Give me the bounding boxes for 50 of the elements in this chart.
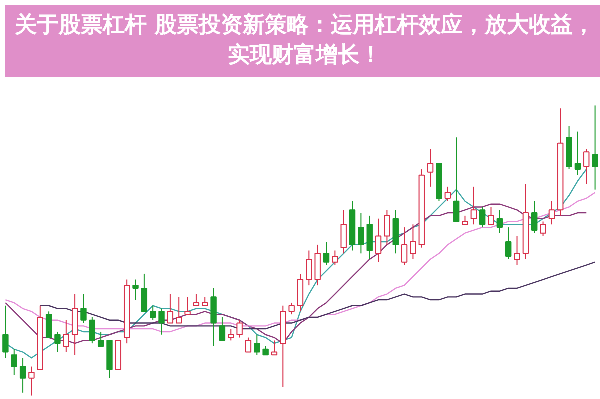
candlestick: [306, 250, 312, 286]
candlestick: [271, 340, 278, 356]
candlestick: [453, 137, 460, 222]
candlestick: [141, 273, 148, 312]
candlestick: [323, 242, 330, 266]
candlestick: [548, 200, 556, 226]
candlestick: [158, 308, 165, 336]
candlestick: [184, 296, 191, 316]
candlestick: [219, 316, 226, 342]
candlestick: [254, 334, 260, 356]
candlestick: [150, 305, 156, 321]
candlestick: [410, 224, 416, 260]
candlestick: [193, 294, 200, 306]
candlestick: [574, 131, 582, 176]
candlestick: [470, 186, 478, 226]
candlestick: [384, 210, 390, 246]
candlestick: [245, 337, 252, 353]
candlestick: [46, 311, 52, 338]
candlestick: [20, 358, 26, 394]
candlestick: [505, 227, 512, 260]
candlestick: [28, 366, 35, 396]
candlestick: [340, 210, 347, 254]
chart-title: 关于股票杠杆 股票投资新策略：运用杠杆效应，放大收益，实现财富增长！: [15, 12, 595, 70]
candlestick: [532, 200, 538, 234]
candlestick: [228, 328, 234, 342]
candlestick: [80, 294, 87, 324]
candlestick: [54, 331, 61, 353]
candlestick: [444, 186, 451, 202]
candlestick: [358, 212, 364, 254]
candlestick: [167, 294, 174, 324]
candlestick: [89, 316, 96, 344]
candlestick: [540, 221, 546, 237]
candlestick: [332, 250, 338, 266]
candlestick: [496, 210, 504, 234]
candlestick: [375, 218, 382, 263]
candlestick: [63, 320, 70, 353]
candlestick: [132, 279, 139, 301]
candlestick: [176, 296, 182, 324]
candlestick: [584, 148, 590, 185]
candlestick: [2, 305, 9, 359]
candlestick: [288, 302, 295, 316]
candlestick: [514, 236, 520, 266]
candlestick: [592, 105, 598, 190]
candlestick: [427, 148, 434, 188]
candlestick: [236, 320, 243, 338]
candlestick: [401, 227, 408, 266]
candlestick: [11, 348, 18, 376]
candlestick: [479, 206, 486, 228]
candlestick: [488, 206, 494, 226]
candlestick: [98, 331, 104, 347]
